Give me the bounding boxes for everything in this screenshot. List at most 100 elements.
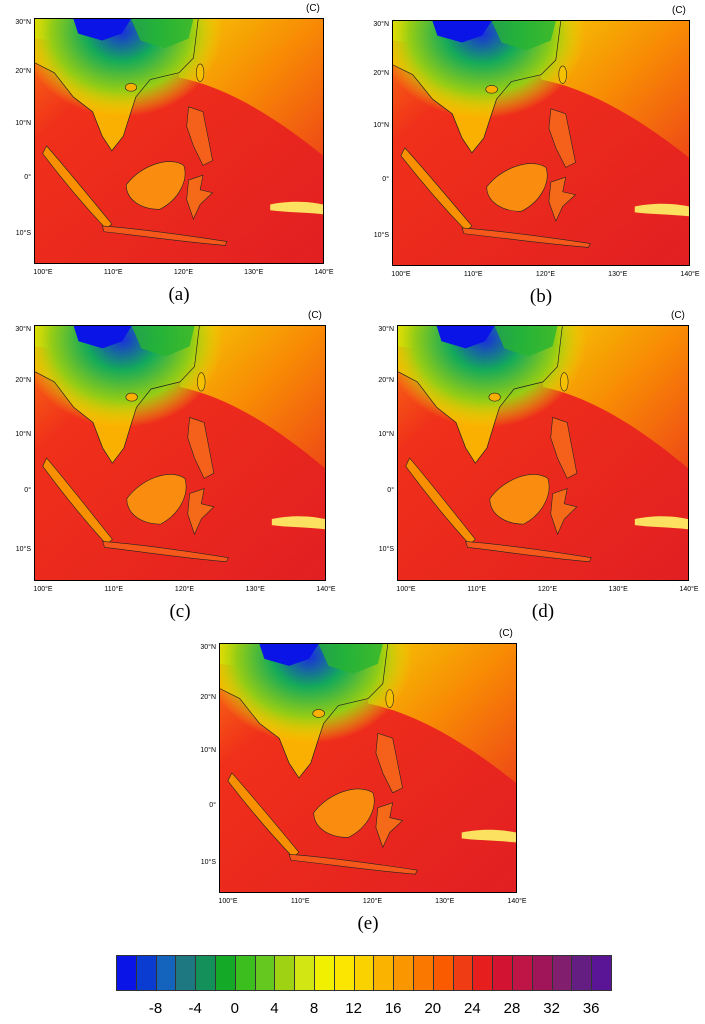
unit-label: (C) <box>306 3 320 14</box>
colorbar-tick-label: 12 <box>345 1000 362 1017</box>
lon-label: 100°E <box>33 586 53 593</box>
colorbar-box <box>254 955 276 991</box>
lon-label: 130°E <box>435 898 455 905</box>
colorbar-box <box>393 955 414 991</box>
lat-label: 0° <box>382 175 389 183</box>
panel-caption: (d) <box>531 601 555 622</box>
panel-caption: (c) <box>169 601 191 622</box>
colorbar-box <box>116 955 137 991</box>
lon-label: 110°E <box>103 269 123 276</box>
unit-label: (C) <box>308 310 322 321</box>
colorbar-box <box>571 955 593 991</box>
colorbar-box <box>452 955 474 991</box>
lon-label: 100°E <box>33 269 53 276</box>
colorbar-box <box>135 955 157 991</box>
temperature-map-1 <box>392 20 690 266</box>
lon-label: 110°E <box>104 586 124 593</box>
lon-label: 120°E <box>535 271 556 278</box>
lon-label: 100°E <box>391 271 411 278</box>
unit-label: (C) <box>672 5 686 16</box>
colorbar-box <box>591 955 612 991</box>
colorbar-box <box>373 955 395 991</box>
lon-label: 140°E <box>680 271 700 278</box>
lon-label: 120°E <box>537 586 558 593</box>
lon-label: 100°E <box>218 898 238 905</box>
lat-label: 30°N <box>200 644 216 651</box>
colorbar-tick-label: 0 <box>230 1000 239 1017</box>
colorbar-box <box>472 955 494 991</box>
colorbar-tick-label: 8 <box>309 1000 319 1017</box>
lat-label: 30°N <box>378 326 394 334</box>
colorbar-box <box>155 955 177 991</box>
lat-label: 10°N <box>378 431 394 439</box>
lon-label: 120°E <box>362 898 383 905</box>
colorbar-tick-label: 4 <box>270 1000 279 1017</box>
colorbar-tick-label: 28 <box>503 1000 521 1017</box>
lat-label: 20°N <box>15 68 31 76</box>
panel-caption: (b) <box>529 286 553 307</box>
lat-label: 20°N <box>373 70 389 78</box>
lat-label: 10°S <box>200 859 216 866</box>
temperature-map-4 <box>219 643 517 893</box>
colorbar-box <box>333 955 355 991</box>
lat-label: 10°S <box>378 546 394 554</box>
lat-label: 10°N <box>373 121 389 129</box>
lon-label: 140°E <box>316 586 336 593</box>
panel-caption: (e) <box>357 913 379 934</box>
colorbar-box <box>215 955 236 991</box>
lat-label: 0° <box>387 487 394 495</box>
temperature-map-2 <box>34 325 326 581</box>
lat-label: 10°N <box>200 746 216 754</box>
lon-label: 140°E <box>507 898 527 905</box>
lon-label: 130°E <box>608 586 628 593</box>
colorbar-box <box>551 955 573 991</box>
lon-label: 110°E <box>290 898 310 905</box>
lat-label: 10°S <box>373 232 389 240</box>
lat-label: 10°S <box>15 230 31 238</box>
lon-label: 140°E <box>679 586 699 593</box>
temperature-map-3 <box>397 325 689 581</box>
colorbar-tick-label: 36 <box>582 1000 600 1017</box>
lon-label: 130°E <box>244 269 264 276</box>
colorbar-tick-label: 16 <box>384 1000 402 1017</box>
lat-label: 30°N <box>15 326 31 334</box>
colorbar-tick-label: 20 <box>424 1000 442 1017</box>
colorbar-tick-label: 24 <box>464 1000 481 1017</box>
lon-label: 120°E <box>173 269 194 276</box>
colorbar-box <box>274 955 296 991</box>
unit-label: (C) <box>499 628 513 639</box>
lat-label: 10°N <box>15 119 31 127</box>
colorbar-tick-label: 32 <box>543 1000 560 1017</box>
lon-label: 130°E <box>608 271 628 278</box>
lon-label: 110°E <box>467 586 487 593</box>
colorbar-box <box>195 955 216 991</box>
lat-label: 30°N <box>15 18 31 26</box>
lon-label: 120°E <box>174 586 195 593</box>
colorbar-box <box>175 955 197 991</box>
lon-label: 140°E <box>314 269 334 276</box>
lat-label: 0° <box>24 487 31 495</box>
lon-label: 130°E <box>245 586 265 593</box>
lat-label: 20°N <box>378 377 394 385</box>
lon-label: 100°E <box>396 586 416 593</box>
colorbar-box <box>314 955 335 991</box>
colorbar-box <box>512 955 533 991</box>
lat-label: 0° <box>24 173 31 181</box>
lon-label: 110°E <box>463 271 483 278</box>
colorbar-box <box>294 955 315 991</box>
unit-label: (C) <box>671 310 685 321</box>
colorbar-tick-label: -4 <box>188 1000 202 1017</box>
colorbar-box <box>413 955 434 991</box>
lat-label: 20°N <box>15 377 31 385</box>
lat-label: 0° <box>209 801 216 809</box>
colorbar-box <box>492 955 513 991</box>
lat-label: 20°N <box>200 694 216 701</box>
lat-label: 30°N <box>373 20 389 28</box>
colorbar-box <box>234 955 256 991</box>
colorbar-box <box>531 955 553 991</box>
lat-label: 10°N <box>15 431 31 439</box>
colorbar-box <box>353 955 375 991</box>
lat-label: 10°S <box>15 546 31 554</box>
panel-caption: (a) <box>168 284 190 305</box>
colorbar-tick-label: -8 <box>148 1000 163 1017</box>
